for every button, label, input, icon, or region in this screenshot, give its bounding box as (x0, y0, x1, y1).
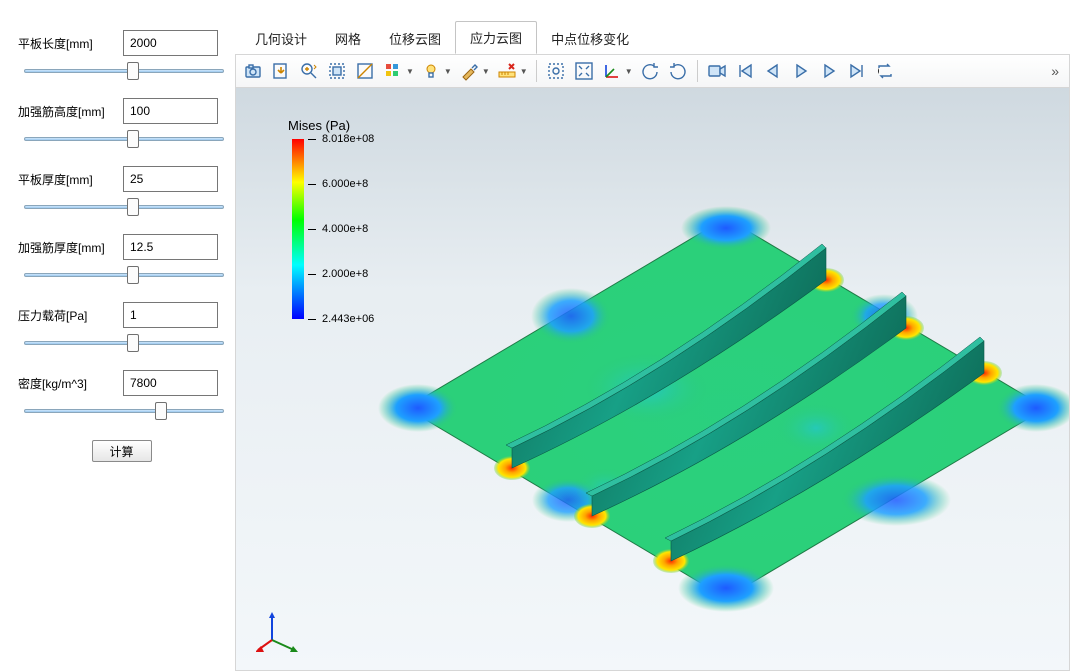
legend-title: Mises (Pa) (288, 118, 350, 133)
legend-tick: 2.443e+06 (308, 313, 374, 325)
brush-icon[interactable] (456, 58, 482, 84)
rotate-cw-icon[interactable] (665, 58, 691, 84)
loop-icon[interactable] (872, 58, 898, 84)
axis-triad (256, 608, 304, 656)
param-input[interactable] (123, 30, 218, 56)
tab-4[interactable]: 中点位移变化 (537, 23, 643, 54)
param-label: 平板厚度[mm] (18, 171, 123, 188)
export-icon[interactable] (268, 58, 294, 84)
param-slider[interactable] (24, 409, 224, 413)
color-legend: Mises (Pa) 8.018e+086.000e+84.000e+82.00… (292, 118, 350, 319)
legend-tick: 2.000e+8 (308, 268, 368, 280)
lights-dropdown-arrow[interactable]: ▼ (444, 67, 452, 76)
tab-2[interactable]: 位移云图 (375, 23, 455, 54)
param-slider[interactable] (24, 69, 224, 73)
frame-next-icon[interactable] (816, 58, 842, 84)
colors-dropdown-arrow[interactable]: ▼ (406, 67, 414, 76)
legend-colorbar (292, 139, 304, 319)
camera-icon[interactable] (240, 58, 266, 84)
video-icon[interactable] (704, 58, 730, 84)
param-input[interactable] (123, 234, 218, 260)
axes-icon[interactable] (599, 58, 625, 84)
lights-icon[interactable] (418, 58, 444, 84)
select-box-icon[interactable] (324, 58, 350, 84)
param-slider[interactable] (24, 273, 224, 277)
param-slider[interactable] (24, 341, 224, 345)
ruler-delete-dropdown-arrow[interactable]: ▼ (520, 67, 528, 76)
brush-dropdown-arrow[interactable]: ▼ (482, 67, 490, 76)
play-icon[interactable] (788, 58, 814, 84)
param-input[interactable] (123, 98, 218, 124)
param-label: 平板长度[mm] (18, 35, 123, 52)
tab-0[interactable]: 几何设计 (241, 23, 321, 54)
param-label: 加强筋厚度[mm] (18, 239, 123, 256)
param-label: 密度[kg/m^3] (18, 375, 123, 392)
zoom-in-icon[interactable] (296, 58, 322, 84)
toolbar-overflow-icon[interactable]: » (1045, 63, 1065, 79)
toolbar-separator (536, 60, 537, 82)
param-input[interactable] (123, 370, 218, 396)
param-label: 加强筋高度[mm] (18, 103, 123, 120)
param-input[interactable] (123, 166, 218, 192)
rotate-ccw-icon[interactable] (637, 58, 663, 84)
clip-plane-icon[interactable] (352, 58, 378, 84)
axes-dropdown-arrow[interactable]: ▼ (625, 67, 633, 76)
param-input[interactable] (123, 302, 218, 328)
legend-tick: 6.000e+8 (308, 178, 368, 190)
param-slider[interactable] (24, 137, 224, 141)
fit-all-icon[interactable] (571, 58, 597, 84)
param-slider[interactable] (24, 205, 224, 209)
viewport[interactable]: Mises (Pa) 8.018e+08 6.000e+8 4.000e+8 2.00… (235, 88, 1070, 671)
compute-button[interactable]: 计算 (92, 440, 152, 462)
legend-tick: 4.000e+8 (308, 223, 368, 235)
param-label: 压力载荷[Pa] (18, 307, 123, 324)
ruler-delete-icon[interactable] (494, 58, 520, 84)
fit-window-icon[interactable] (543, 58, 569, 84)
frame-prev-icon[interactable] (760, 58, 786, 84)
colors-icon[interactable] (380, 58, 406, 84)
toolbar-separator (697, 60, 698, 82)
skip-first-icon[interactable] (732, 58, 758, 84)
tab-3[interactable]: 应力云图 (455, 21, 537, 54)
stress-contour-plot (376, 158, 1070, 638)
tab-1[interactable]: 网格 (321, 23, 375, 54)
skip-last-icon[interactable] (844, 58, 870, 84)
legend-tick: 8.018e+08 (308, 133, 374, 145)
